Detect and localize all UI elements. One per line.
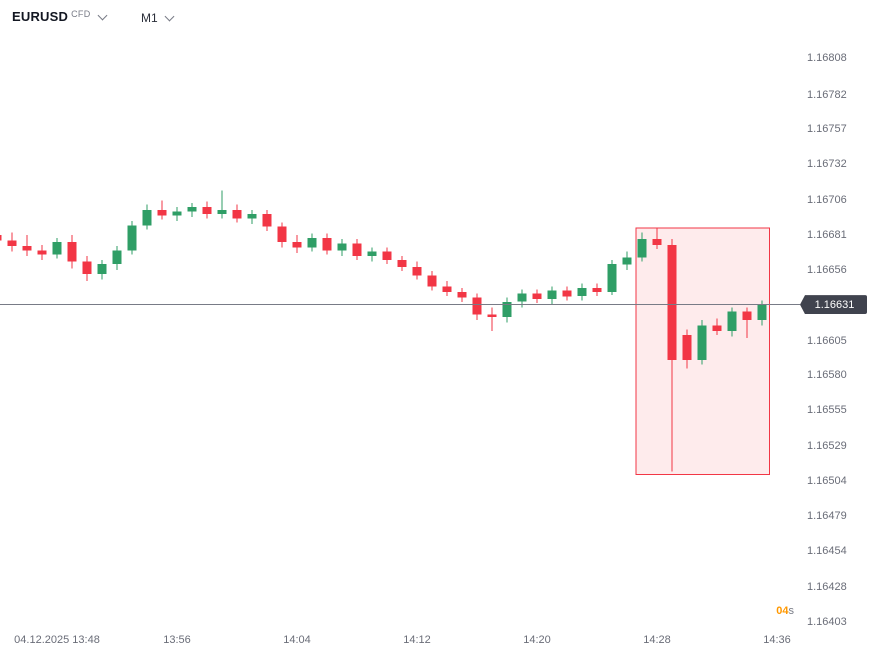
price-tick-label: 1.16454 [807, 544, 847, 557]
candle [142, 204, 152, 230]
price-tick-label: 1.16555 [807, 404, 847, 417]
candle [262, 210, 272, 231]
candle [637, 232, 647, 262]
timeframe-selector[interactable]: M1 [141, 11, 175, 25]
chart-canvas[interactable] [0, 0, 800, 630]
symbol-label: EURUSD [12, 9, 69, 24]
candle [562, 286, 572, 301]
candle [532, 289, 542, 304]
chevron-down-icon [97, 10, 107, 20]
current-price-badge: 1.16631 [800, 295, 867, 315]
candle [472, 293, 482, 320]
candle [7, 232, 17, 252]
candle [727, 307, 737, 337]
candle [172, 207, 182, 222]
candle [697, 319, 707, 365]
time-tick-label: 14:20 [523, 634, 551, 646]
price-axis[interactable]: 1.16631 1.16808 1.16782 1.16757 1.16732 1.16… [800, 0, 871, 630]
candle [382, 247, 392, 265]
candle [712, 318, 722, 336]
candle [247, 210, 257, 224]
price-tick-label: 1.16403 [807, 615, 847, 628]
candle [232, 204, 242, 223]
time-tick-label: 14:36 [763, 634, 791, 646]
candle [622, 251, 632, 270]
candle [442, 280, 452, 297]
price-tick-label: 1.16757 [807, 123, 847, 136]
price-tick-label: 1.16782 [807, 88, 847, 101]
candle [352, 239, 362, 261]
candle [187, 203, 197, 217]
time-tick-label: 14:12 [403, 634, 431, 646]
current-price-label: 1.16631 [814, 298, 855, 311]
candle [502, 297, 512, 323]
candle [97, 260, 107, 280]
candle [652, 228, 662, 249]
symbol-selector[interactable]: EURUSD CFD [12, 8, 107, 24]
price-tick-label: 1.16479 [807, 509, 847, 522]
candle [322, 233, 332, 255]
time-tick-label: 04.12.2025 13:48 [14, 634, 100, 646]
time-axis[interactable]: 04.12.2025 13:48 13:56 14:04 14:12 14:20 14:2… [0, 628, 800, 659]
candle [667, 239, 677, 472]
candle [127, 221, 137, 255]
price-tick-label: 1.16656 [807, 263, 847, 276]
price-tick-label: 1.16504 [807, 475, 847, 488]
candle [337, 239, 347, 256]
candle [487, 307, 497, 331]
market-type-label: CFD [71, 8, 91, 19]
candle [22, 235, 32, 256]
candle [292, 235, 302, 254]
candle [397, 255, 407, 272]
candle [277, 222, 287, 248]
price-tick-label: 1.16529 [807, 440, 847, 453]
candle [217, 190, 227, 219]
candle [427, 271, 437, 291]
candle [367, 247, 377, 262]
candle [0, 235, 2, 241]
time-tick-label: 13:56 [163, 634, 191, 646]
candle [307, 233, 317, 252]
candle [52, 237, 62, 259]
candle [37, 244, 47, 261]
price-tick-label: 1.16605 [807, 334, 847, 347]
candle [82, 255, 92, 281]
candle [547, 286, 557, 305]
candle [112, 246, 122, 270]
price-tick-label: 1.16580 [807, 369, 847, 382]
candle [457, 287, 467, 302]
price-tick-label: 1.16428 [807, 580, 847, 593]
timeframe-label: M1 [141, 11, 158, 25]
candle [157, 200, 167, 220]
candle [682, 329, 692, 369]
candle [67, 235, 77, 269]
candle [412, 261, 422, 280]
price-tick-label: 1.16808 [807, 52, 847, 65]
candle [202, 201, 212, 219]
price-tick-label: 1.16681 [807, 229, 847, 242]
chevron-down-icon [164, 11, 175, 22]
candle [577, 283, 587, 301]
price-tick-label: 1.16706 [807, 194, 847, 207]
time-tick-label: 14:04 [283, 634, 311, 646]
candle [592, 283, 602, 297]
time-tick-label: 14:28 [643, 634, 671, 646]
candle [607, 260, 617, 295]
candle [742, 307, 752, 338]
price-tick-label: 1.16732 [807, 158, 847, 171]
